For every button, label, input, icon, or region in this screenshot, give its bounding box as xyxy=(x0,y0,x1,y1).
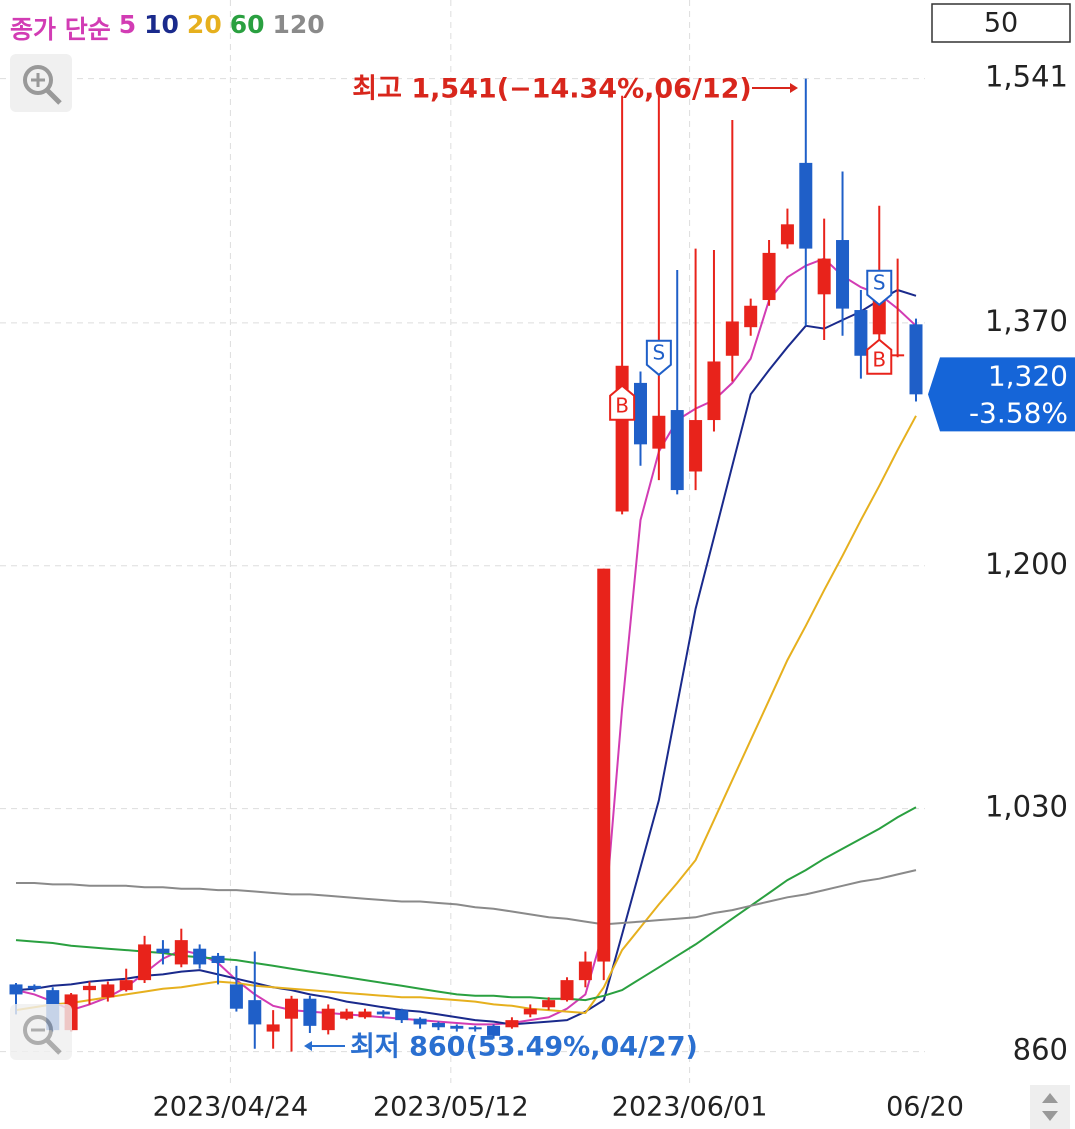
candle-body xyxy=(670,410,684,491)
candle-body xyxy=(909,324,923,395)
ma-line xyxy=(16,869,917,926)
candle-body xyxy=(597,568,611,962)
candle-body xyxy=(872,295,886,335)
y-tick-label: 860 xyxy=(1013,1033,1068,1067)
candle-body xyxy=(836,240,850,309)
candle-body xyxy=(652,415,666,449)
candle-body xyxy=(82,985,96,991)
candle-body xyxy=(413,1018,427,1025)
legend-title: 종가 단순 xyxy=(10,15,111,44)
signal-label: S xyxy=(653,340,666,364)
candle-body xyxy=(505,1020,519,1028)
candle-body xyxy=(174,940,188,965)
candle-body xyxy=(725,321,739,356)
count-box[interactable] xyxy=(931,3,1071,43)
signal-marker: B xyxy=(866,338,893,375)
candle-body xyxy=(891,354,905,357)
signal-shape xyxy=(609,384,636,421)
ma-line xyxy=(15,257,917,1026)
high-arrowhead xyxy=(790,83,798,93)
x-tick-label: 2023/04/24 xyxy=(153,1092,309,1123)
signal-shape xyxy=(866,338,893,375)
ma-line xyxy=(15,415,917,1015)
signal-label: B xyxy=(615,393,629,417)
candle-body xyxy=(266,1024,280,1032)
candle-body xyxy=(321,1008,335,1031)
candle-body xyxy=(450,1025,464,1029)
candle-body xyxy=(707,361,721,421)
candle-body xyxy=(817,258,831,295)
candle-body xyxy=(468,1027,482,1030)
legend-entry: 5 xyxy=(118,10,137,39)
price-badge xyxy=(928,357,1075,432)
signal-shape xyxy=(866,269,893,307)
ma-line xyxy=(15,806,917,1002)
candle-body xyxy=(358,1011,372,1018)
signal-marker: S xyxy=(866,269,893,307)
candle-body xyxy=(487,1025,501,1036)
candle-body xyxy=(633,382,647,445)
candle-body xyxy=(523,1008,537,1015)
signal-shape xyxy=(645,339,672,377)
candle-body xyxy=(340,1011,354,1019)
signal-marker: S xyxy=(645,339,672,377)
signal-label: B xyxy=(872,347,886,371)
legend-entry: 60 xyxy=(229,10,265,39)
candle-count: 50 xyxy=(984,8,1018,39)
candle-body xyxy=(431,1022,445,1028)
candle-body xyxy=(248,1000,262,1025)
scroll-control[interactable] xyxy=(1030,1085,1070,1129)
candle-body xyxy=(689,420,703,472)
y-tick-label: 1,370 xyxy=(985,304,1068,338)
candle-body xyxy=(211,955,225,963)
candle-body xyxy=(9,984,23,995)
legend-entry: 10 xyxy=(144,10,179,39)
candle-body xyxy=(578,961,592,981)
price-label: 1,320 xyxy=(988,359,1068,392)
candle-body xyxy=(395,1010,409,1021)
zoom-out-button[interactable] xyxy=(10,1004,72,1060)
candle-body xyxy=(560,980,574,1001)
legend-entry: 20 xyxy=(186,10,222,39)
change-label: -3.58% xyxy=(969,396,1068,429)
ma-line xyxy=(15,288,917,1026)
candle-body xyxy=(542,1000,556,1008)
candle-body xyxy=(101,984,115,998)
legend: 종가 단순 5 10 20 60 120 xyxy=(10,10,325,46)
candle-body xyxy=(193,948,207,965)
high-annotation: 최고 1,541(−14.34%,06/12) xyxy=(352,74,752,105)
zoom-in-button[interactable] xyxy=(10,54,72,112)
x-tick-label: 06/20 xyxy=(886,1092,964,1123)
candle-body xyxy=(854,310,868,356)
candle-body xyxy=(27,985,41,989)
candle-body xyxy=(119,980,133,991)
candle-body xyxy=(780,224,794,245)
candle-body xyxy=(285,998,299,1019)
low-annotation: 최저 860(53.49%,04/27) xyxy=(350,1032,698,1063)
candle-body xyxy=(156,948,170,953)
candle-body xyxy=(138,944,152,981)
y-tick-label: 1,200 xyxy=(985,547,1068,581)
low-arrowhead xyxy=(304,1041,312,1051)
candle-body xyxy=(376,1011,390,1015)
x-tick-label: 2023/05/12 xyxy=(373,1092,529,1123)
signal-marker: B xyxy=(609,384,636,421)
legend-entry: 120 xyxy=(272,10,325,39)
candle-body xyxy=(762,252,776,301)
signal-label: S xyxy=(873,270,886,294)
x-tick-label: 2023/06/01 xyxy=(612,1092,768,1123)
candle-body xyxy=(229,984,243,1009)
y-tick-label: 1,541 xyxy=(985,60,1068,94)
candle-body xyxy=(799,162,813,249)
candle-body xyxy=(744,305,758,328)
y-tick-label: 1,030 xyxy=(985,790,1068,824)
candle-body xyxy=(303,998,317,1026)
